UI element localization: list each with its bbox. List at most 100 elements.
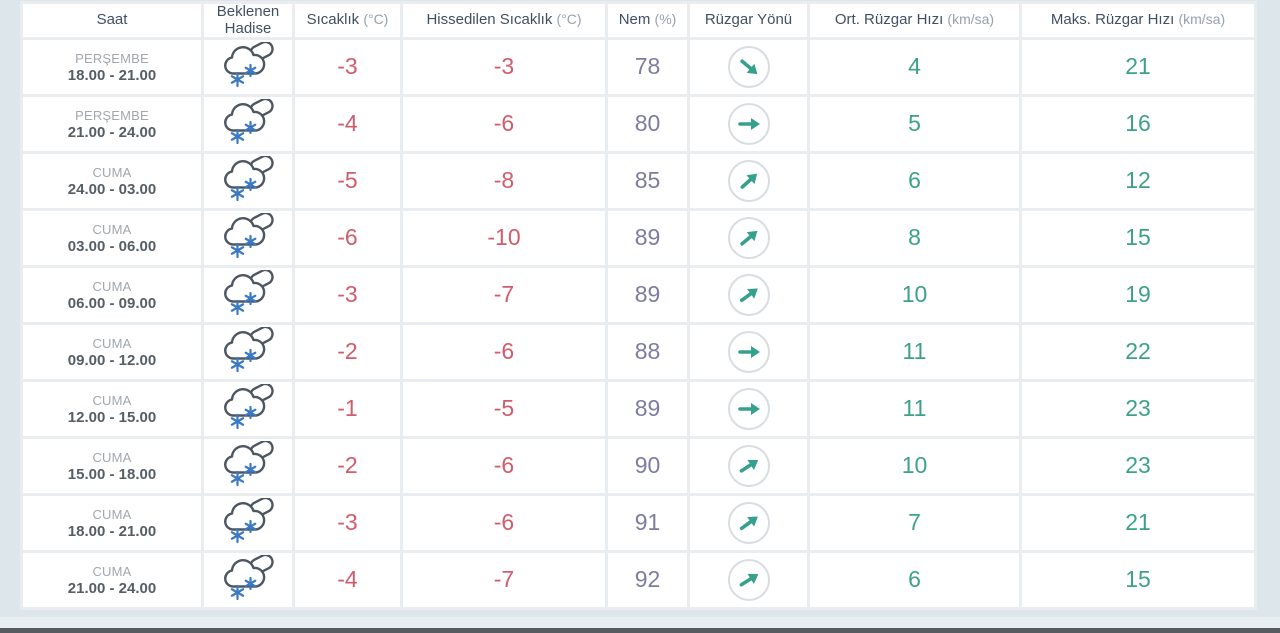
snow-cloud-icon [220, 553, 276, 606]
max-wind-cell: 21 [1022, 496, 1254, 550]
feels-like-cell: -8 [403, 154, 605, 208]
time-cell: CUMA 15.00 - 18.00 [23, 439, 201, 493]
forecast-row: PERŞEMBE 21.00 - 24.00 [23, 97, 1254, 151]
avg-wind-cell: 6 [810, 154, 1019, 208]
temperature-cell: -5 [295, 154, 400, 208]
humidity-cell: 88 [608, 325, 687, 379]
feels-like-cell: -6 [403, 496, 605, 550]
humidity-cell: 89 [608, 268, 687, 322]
snowflake-icon [230, 128, 245, 144]
snowflake-icon [244, 234, 257, 248]
wind-arrow-icon [725, 557, 772, 604]
temperature-cell: -4 [295, 97, 400, 151]
avg-wind-value: 4 [908, 53, 921, 79]
feels-like-value: -3 [493, 53, 515, 79]
snowflake-icon [244, 291, 257, 305]
wind-arrow-icon [725, 43, 773, 91]
hourly-forecast-table: Saat Beklenen Hadise Sıcaklık (°C) Hisse… [20, 1, 1257, 610]
snowflake-icon [230, 242, 245, 258]
day-label: CUMA [92, 221, 132, 237]
wind-direction-cell [690, 154, 807, 208]
wind-direction-cell [690, 97, 807, 151]
snow-cloud-icon [220, 496, 276, 549]
temperature-value: -2 [337, 338, 358, 364]
wind-arrow-icon [732, 107, 766, 141]
avg-wind-unit: (km/sa) [947, 11, 995, 28]
forecast-row: CUMA 15.00 - 18.00 [23, 439, 1254, 493]
day-label: CUMA [92, 278, 132, 294]
max-wind-value: 23 [1125, 452, 1151, 478]
humidity-cell: 89 [608, 211, 687, 265]
col-header-time: Saat [23, 4, 201, 37]
expected-event-cell [204, 268, 292, 322]
humidity-cell: 89 [608, 382, 687, 436]
wind-direction-cell [690, 40, 807, 94]
time-cell: CUMA 06.00 - 09.00 [23, 268, 201, 322]
max-wind-cell: 23 [1022, 382, 1254, 436]
temperature-value: -2 [337, 452, 358, 478]
feels-like-cell: -7 [403, 553, 605, 607]
col-header-expected-event-label: Beklenen Hadise [216, 3, 280, 37]
feels-like-value: -6 [493, 509, 515, 535]
time-cell: CUMA 21.00 - 24.00 [23, 553, 201, 607]
wind-direction-dial [725, 43, 773, 91]
forecast-row: CUMA 09.00 - 12.00 [23, 325, 1254, 379]
footer-band [0, 617, 1280, 628]
humidity-cell: 78 [608, 40, 687, 94]
snowflake-icon [244, 63, 257, 77]
expected-event-cell [204, 553, 292, 607]
forecast-row: CUMA 21.00 - 24.00 [23, 553, 1254, 607]
wind-arrow-icon [732, 335, 766, 369]
time-range-label: 03.00 - 06.00 [67, 237, 157, 255]
wind-direction-dial [727, 160, 770, 202]
expected-event-cell [204, 211, 292, 265]
day-label: PERŞEMBE [75, 50, 149, 66]
wind-direction-dial [725, 499, 772, 546]
snowflake-icon [244, 120, 257, 134]
time-range-label: 18.00 - 21.00 [67, 66, 157, 84]
expected-event-cell [204, 496, 292, 550]
wind-direction-dial [727, 388, 770, 430]
temperature-value: -5 [337, 167, 358, 193]
time-range-label: 24.00 - 03.00 [67, 180, 157, 198]
feels-like-value: -6 [493, 452, 515, 478]
max-wind-value: 15 [1125, 566, 1151, 592]
wind-direction-cell [690, 211, 807, 265]
feels-like-cell: -7 [403, 268, 605, 322]
max-wind-value: 23 [1125, 395, 1151, 421]
max-wind-value: 15 [1125, 224, 1151, 250]
forecast-table-body: PERŞEMBE 18.00 - 21.00 [23, 40, 1254, 607]
forecast-row: CUMA 03.00 - 06.00 [23, 211, 1254, 265]
wind-direction-dial [725, 557, 772, 604]
feels-like-value: -7 [493, 281, 515, 307]
wind-direction-dial [727, 103, 770, 145]
col-header-wind-direction: Rüzgar Yönü [690, 4, 807, 37]
expected-event-cell [204, 439, 292, 493]
time-range-label: 21.00 - 24.00 [67, 579, 157, 597]
day-label: CUMA [92, 563, 132, 579]
wind-direction-cell [690, 496, 807, 550]
col-header-humidity: Nem (%) [608, 4, 687, 37]
wind-direction-cell [690, 325, 807, 379]
snowflake-icon [230, 299, 245, 315]
temperature-value: -1 [337, 395, 358, 421]
time-range-label: 06.00 - 09.00 [67, 294, 157, 312]
max-wind-unit: (km/sa) [1178, 11, 1226, 28]
wind-arrow-icon [725, 442, 772, 489]
col-header-avg-wind-speed: Ort. Rüzgar Hızı (km/sa) [810, 4, 1019, 37]
col-header-max-wind-speed: Maks. Rüzgar Hızı (km/sa) [1022, 4, 1254, 37]
humidity-unit: (%) [654, 11, 677, 28]
time-cell: CUMA 09.00 - 12.00 [23, 325, 201, 379]
feels-like-value: -5 [493, 395, 515, 421]
bottom-bar [0, 628, 1280, 633]
expected-event-cell [204, 382, 292, 436]
wind-arrow-icon [725, 499, 772, 546]
snow-cloud-icon [220, 325, 276, 378]
humidity-value: 89 [634, 281, 661, 307]
max-wind-cell: 16 [1022, 97, 1254, 151]
temperature-value: -3 [337, 53, 358, 79]
day-label: CUMA [92, 506, 132, 522]
temperature-cell: -4 [295, 553, 400, 607]
avg-wind-value: 5 [908, 110, 921, 136]
avg-wind-cell: 6 [810, 553, 1019, 607]
